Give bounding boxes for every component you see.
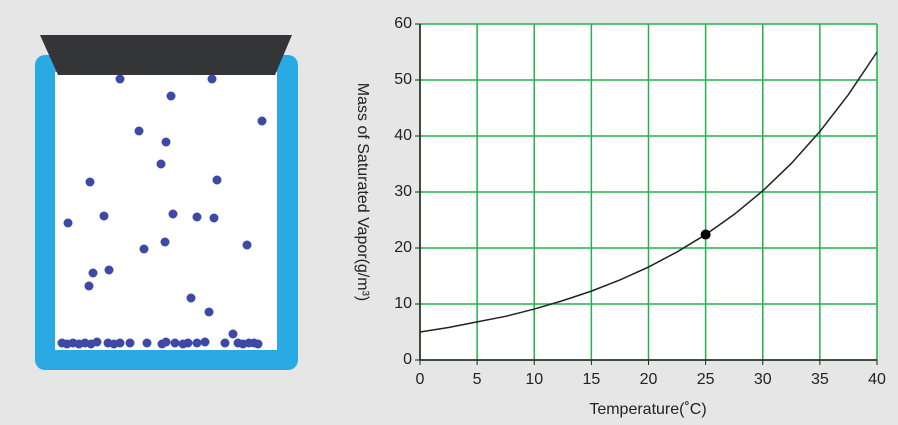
molecule — [116, 75, 125, 84]
x-tick-label: 35 — [811, 371, 829, 388]
highlight-point — [701, 230, 711, 240]
molecule — [210, 214, 219, 223]
container-inside — [55, 72, 277, 350]
molecule — [229, 330, 238, 339]
molecule — [221, 339, 230, 348]
y-tick-label: 30 — [394, 183, 412, 200]
y-tick-label: 60 — [394, 15, 412, 32]
x-tick-label: 20 — [640, 371, 658, 388]
molecule — [184, 339, 193, 348]
y-tick-label: 40 — [394, 127, 412, 144]
x-tick-label: 40 — [868, 371, 886, 388]
y-tick-label: 50 — [394, 71, 412, 88]
molecule — [254, 340, 263, 349]
y-tick-label: 10 — [394, 295, 412, 312]
molecule — [169, 210, 178, 219]
x-tick-label: 10 — [525, 371, 543, 388]
molecule — [64, 219, 73, 228]
scene: 0 5 10 15 20 25 30 35 40 0 10 20 30 40 50 60 Temperatur… — [0, 0, 898, 425]
molecule — [116, 339, 125, 348]
molecule — [201, 338, 210, 347]
y-tick-label: 0 — [403, 351, 412, 368]
molecule — [85, 282, 94, 291]
molecule — [89, 269, 98, 278]
molecule — [157, 160, 166, 169]
molecule — [162, 338, 171, 347]
y-axis-title: Mass of Saturated Vapor(g/m³) — [354, 83, 371, 301]
x-tick-label: 15 — [582, 371, 600, 388]
molecule — [140, 245, 149, 254]
molecule — [126, 339, 135, 348]
molecule — [193, 339, 202, 348]
x-tick-label: 30 — [754, 371, 772, 388]
x-axis-title: Temperature(˚C) — [589, 401, 706, 418]
x-tick-label: 5 — [473, 371, 482, 388]
molecule — [205, 308, 214, 317]
x-tick-label: 25 — [697, 371, 715, 388]
molecule — [105, 266, 114, 275]
molecule — [162, 138, 171, 147]
molecule — [143, 339, 152, 348]
molecule — [208, 75, 217, 84]
molecule — [161, 238, 170, 247]
molecule — [86, 178, 95, 187]
molecule — [171, 339, 180, 348]
molecule — [93, 338, 102, 347]
molecule — [213, 176, 222, 185]
x-tick-label: 0 — [416, 371, 425, 388]
lid — [40, 35, 292, 75]
molecule — [193, 213, 202, 222]
molecule — [135, 127, 144, 136]
molecule — [187, 294, 196, 303]
page: 0 5 10 15 20 25 30 35 40 0 10 20 30 40 50 60 Temperatur… — [0, 0, 898, 425]
molecule — [167, 92, 176, 101]
y-tick-label: 20 — [394, 239, 412, 256]
molecule — [100, 212, 109, 221]
molecule — [243, 241, 252, 250]
molecule — [258, 117, 267, 126]
